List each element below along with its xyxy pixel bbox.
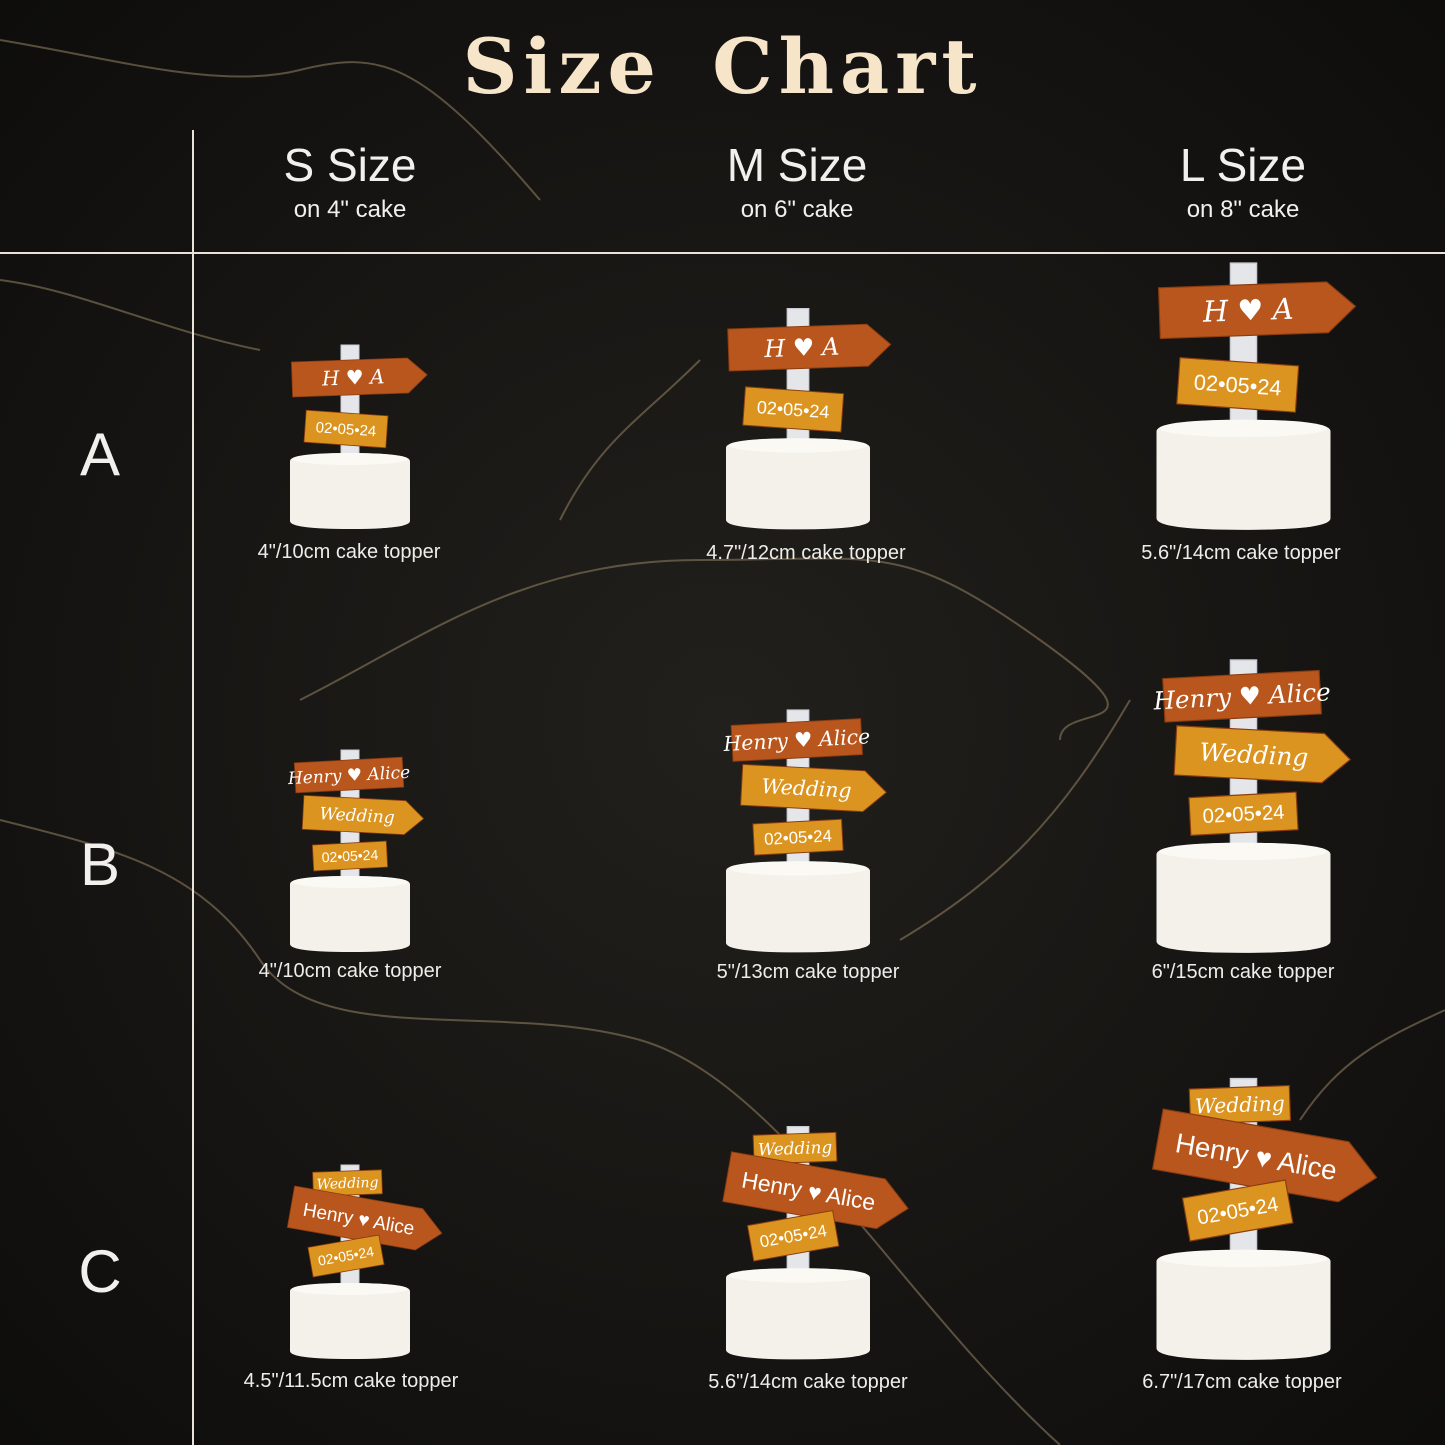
- row-label-a: A: [79, 421, 121, 488]
- sign-text: Wedding: [761, 774, 852, 803]
- column-subtitle: on 8" cake: [1186, 196, 1300, 223]
- cake: [290, 876, 410, 952]
- sign-text: 02•05•24: [321, 846, 378, 865]
- topper-sign: H ♥ A: [1157, 281, 1356, 340]
- sign-text: Wedding: [1198, 737, 1308, 772]
- sign-text: Wedding: [1194, 1091, 1285, 1118]
- topper-sign: Wedding: [752, 1131, 838, 1165]
- column-name: L Size: [1179, 139, 1307, 191]
- topper-sign: 02•05•24: [1181, 1179, 1294, 1242]
- topper-sign: Henry ♥ Alice: [286, 1185, 443, 1251]
- topper-sign: Henry ♥ Alice: [286, 756, 411, 794]
- topper-sign: Henry ♥ Alice: [1151, 669, 1331, 723]
- cake-topper-illustration: Henry ♥ Alice Wedding 02•05•24: [722, 709, 888, 953]
- cake: [1156, 419, 1330, 530]
- topper-sign: 02•05•24: [303, 409, 389, 449]
- cake: [290, 453, 410, 529]
- topper-sign: 02•05•24: [307, 1234, 385, 1278]
- column-header-l: L Size on 8" cake: [1063, 138, 1423, 224]
- cake: [726, 1268, 870, 1360]
- topper-sign: H ♥ A: [727, 323, 892, 372]
- sign-text: 02•05•24: [1193, 369, 1282, 400]
- topper-sign: 02•05•24: [746, 1210, 840, 1262]
- size-caption: 4.7"/12cm cake topper: [706, 542, 906, 564]
- column-header-s: S Size on 4" cake: [170, 138, 530, 224]
- column-header-m: M Size on 6" cake: [617, 138, 977, 224]
- column-subtitle: on 4" cake: [293, 196, 407, 223]
- column-divider: [192, 130, 194, 1445]
- column-name: S Size: [283, 139, 417, 191]
- cake: [290, 1283, 410, 1359]
- size-caption: 4"/10cm cake topper: [257, 541, 441, 563]
- cake-topper-illustration: Henry ♥ Alice Wedding 02•05•24: [1151, 659, 1351, 953]
- page-title: Size Chart: [462, 22, 983, 111]
- topper-sign: Wedding: [312, 1169, 383, 1197]
- topper-sign: Henry ♥ Alice: [722, 1151, 909, 1230]
- size-caption: 5"/13cm cake topper: [716, 961, 900, 983]
- size-caption: 5.6"/14cm cake topper: [708, 1371, 908, 1393]
- header-divider: [0, 252, 1445, 254]
- topper-sign: Wedding: [1173, 725, 1351, 784]
- size-caption: 4.5"/11.5cm cake topper: [243, 1370, 459, 1392]
- topper-sign: Wedding: [301, 794, 425, 836]
- size-caption: 6.7"/17cm cake topper: [1142, 1371, 1342, 1393]
- sign-text: H ♥ A: [321, 364, 385, 390]
- topper-sign: H ♥ A: [291, 357, 428, 398]
- sign-text: H ♥ A: [763, 333, 840, 364]
- row-label-b: B: [79, 831, 121, 898]
- cake-topper-illustration: H ♥ A 02•05•24: [290, 344, 428, 529]
- topper-sign: 02•05•24: [311, 840, 389, 872]
- topper-sign: Wedding: [1188, 1084, 1291, 1125]
- column-subtitle: on 6" cake: [740, 196, 854, 223]
- topper-sign: 02•05•24: [752, 818, 844, 856]
- column-name: M Size: [726, 139, 868, 191]
- size-caption: 4"/10cm cake topper: [258, 960, 442, 982]
- cake-topper-illustration: H ♥ A 02•05•24: [1156, 262, 1356, 530]
- topper-sign: Wedding: [740, 763, 888, 813]
- topper-sign: Henry ♥ Alice: [1151, 1108, 1377, 1203]
- cake: [726, 861, 870, 953]
- cake-topper-illustration: Henry ♥ Alice Wedding 02•05•24: [286, 749, 425, 952]
- topper-sign: 02•05•24: [742, 386, 845, 433]
- cake: [1156, 842, 1330, 953]
- cake: [726, 438, 870, 530]
- row-label-c: C: [78, 1238, 122, 1305]
- sign-text: 02•05•24: [756, 397, 830, 422]
- sign-text: 02•05•24: [764, 826, 833, 849]
- sign-text: 02•05•24: [315, 419, 377, 440]
- cake: [1156, 1249, 1330, 1360]
- sign-text: H ♥ A: [1201, 292, 1294, 329]
- topper-sign: 02•05•24: [1175, 356, 1299, 413]
- topper-sign: 02•05•24: [1187, 791, 1299, 836]
- size-caption: 6"/15cm cake topper: [1151, 961, 1335, 983]
- cake-topper-illustration: H ♥ A 02•05•24: [726, 308, 892, 530]
- sign-text: Wedding: [758, 1137, 833, 1160]
- sign-text: 02•05•24: [1202, 802, 1285, 828]
- topper-sign: Henry ♥ Alice: [722, 718, 871, 762]
- sign-text: Wedding: [316, 1175, 378, 1193]
- size-caption: 5.6"/14cm cake topper: [1141, 542, 1341, 564]
- sign-text: Wedding: [319, 804, 395, 828]
